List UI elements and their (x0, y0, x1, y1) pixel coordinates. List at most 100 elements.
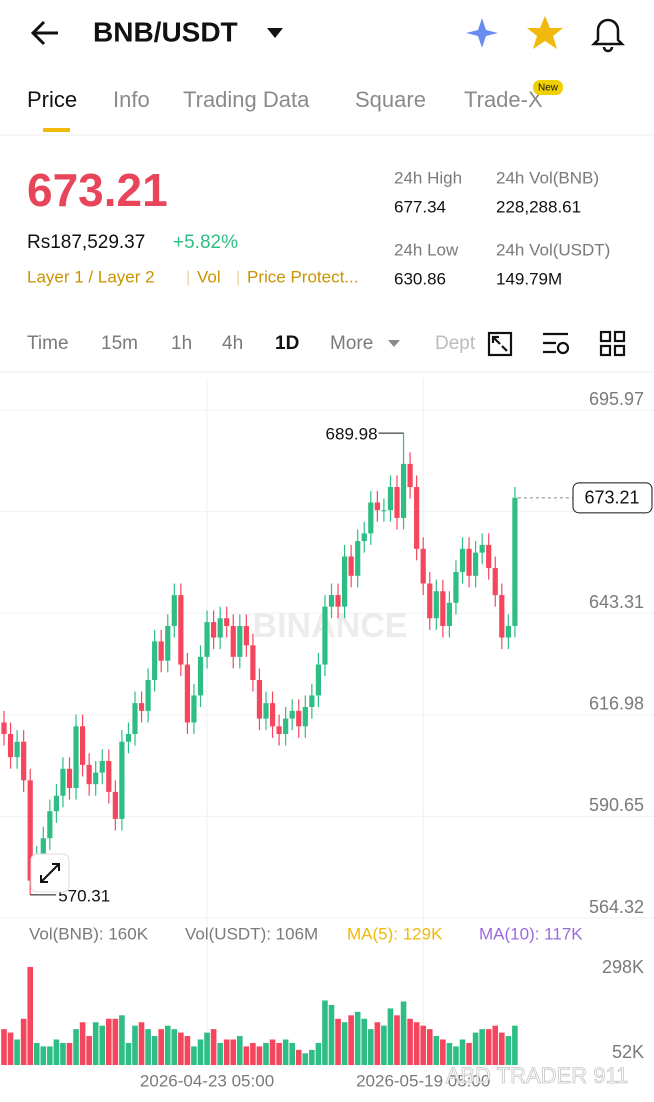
candle-body (73, 726, 79, 789)
volume-bar (492, 1025, 499, 1065)
stat-label: 24h Low (394, 240, 459, 259)
candle-body (145, 679, 151, 711)
volume-bar (178, 1032, 184, 1065)
volume-bar (210, 1029, 217, 1065)
volume-bar (171, 1029, 178, 1065)
tab[interactable]: Square (355, 87, 426, 112)
interval[interactable]: More (330, 333, 373, 354)
candle-body (427, 583, 433, 619)
candle-body (191, 695, 197, 723)
candle-body (132, 703, 138, 735)
candle-body (112, 791, 118, 819)
stat-value: 677.34 (394, 197, 446, 216)
candle-body (289, 710, 295, 719)
candle-body (466, 548, 472, 576)
favorite-button[interactable] (527, 16, 563, 49)
candle-body (414, 487, 420, 549)
tab[interactable]: Trading Data (183, 87, 310, 112)
candle-body (256, 679, 263, 719)
candle-body (263, 703, 269, 719)
candle-body (499, 595, 505, 638)
candle-body (243, 625, 249, 646)
badge-text: New (538, 83, 559, 94)
candle-body (407, 463, 413, 488)
candle-body (138, 703, 145, 711)
volume-bar (250, 1042, 256, 1065)
candle-body (315, 664, 321, 696)
tag[interactable]: Layer 1 / Layer 2 (27, 267, 155, 286)
volume-bar (20, 1018, 27, 1065)
candle-body (512, 497, 518, 626)
volume-bar (328, 1004, 335, 1065)
volume-bar (394, 1015, 400, 1065)
volume-bar (374, 1022, 381, 1065)
volume-bar (459, 1039, 466, 1065)
interval[interactable]: 1D (275, 333, 299, 354)
tag[interactable]: Price Protect... (247, 267, 358, 286)
stat-value: 228,288.61 (496, 197, 581, 216)
candle-body (7, 734, 14, 758)
candle-body (53, 795, 59, 812)
volume-bar (33, 1042, 40, 1065)
tab[interactable]: Info (113, 87, 150, 112)
volume-bar (125, 1042, 132, 1065)
candle-body (106, 761, 112, 792)
volume-bar (204, 1032, 210, 1065)
interval[interactable]: 15m (101, 333, 138, 354)
candle-body (60, 768, 66, 796)
volume-bar (197, 1039, 204, 1065)
volume-bar (407, 1018, 413, 1065)
volume-bar (60, 1042, 66, 1065)
interval[interactable]: 1h (171, 333, 192, 354)
tab-indicator (43, 128, 70, 132)
interval[interactable]: Time (27, 333, 69, 354)
candle-body (204, 622, 210, 657)
chart-icons[interactable] (487, 330, 626, 357)
candle-body (27, 780, 33, 881)
volume-bar (433, 1036, 440, 1065)
volume-bar (368, 1029, 374, 1065)
tag[interactable]: Vol (197, 267, 221, 286)
back-button[interactable] (30, 20, 58, 46)
candle-body (250, 645, 256, 680)
volume-bar (302, 1053, 309, 1065)
candle-body (459, 548, 466, 572)
volume-bar (354, 1011, 361, 1065)
candle-body (86, 764, 92, 785)
volume-bar (269, 1039, 276, 1065)
interval[interactable]: Dept (435, 333, 476, 354)
x-tick-label: 2026-04-23 05:00 (140, 1071, 274, 1090)
candle-body (224, 618, 230, 626)
tab[interactable]: Price (27, 87, 77, 112)
tab[interactable]: Trade-X (464, 87, 543, 112)
candle-body (433, 591, 439, 619)
volume-tick-label: 52K (612, 1042, 644, 1062)
candle-body (420, 548, 426, 584)
candle-body (66, 768, 73, 789)
volume-bar (413, 1022, 420, 1065)
candle-body (394, 487, 400, 518)
interval[interactable]: 4h (222, 333, 243, 354)
low-annotation: 570.31 (58, 886, 110, 905)
volume-bar (158, 1029, 164, 1065)
candle-body (184, 664, 190, 723)
candle-body (473, 552, 479, 576)
pair-dropdown[interactable] (267, 28, 283, 38)
candle-body (269, 703, 276, 727)
candle-body (14, 741, 20, 758)
notification-button[interactable] (590, 18, 626, 53)
ai-button[interactable] (466, 18, 498, 48)
volume-bar (440, 1039, 446, 1065)
volume-bar (217, 1042, 223, 1065)
candle-body (309, 695, 315, 708)
overlay-watermark: ABD TRADER 911 (446, 1063, 629, 1088)
candle-body (440, 591, 446, 626)
candle-body (276, 726, 282, 735)
pair-title[interactable]: BNB/USDT (93, 16, 238, 47)
expand-button[interactable] (30, 853, 70, 893)
volume-bar (151, 1036, 158, 1065)
volume-bar (27, 966, 33, 1065)
candle-body (237, 625, 243, 657)
